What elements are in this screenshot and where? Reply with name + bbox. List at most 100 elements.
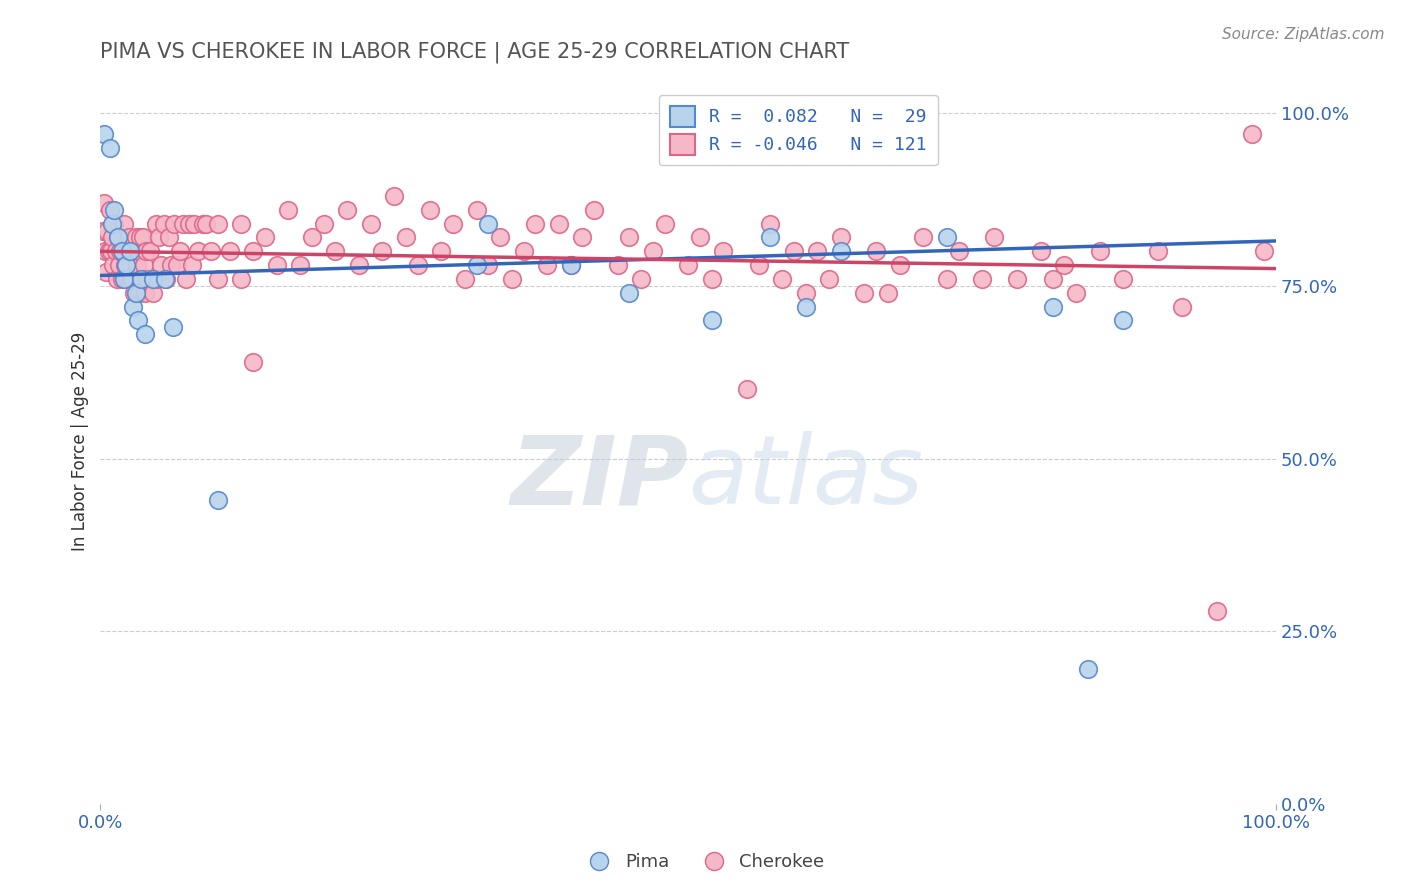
Point [935,230,957,244]
Text: PIMA VS CHEROKEE IN LABOR FORCE | AGE 25-29 CORRELATION CHART: PIMA VS CHEROKEE IN LABOR FORCE | AGE 25… [100,42,849,63]
Point [1147,244,1170,259]
Point [125,258,148,272]
Point [360,217,382,231]
Point [1053,258,1076,272]
Point [290,258,312,272]
Point [430,244,453,259]
Point [97,244,120,259]
Point [91,223,114,237]
Point [207,272,229,286]
Point [654,217,676,231]
Point [325,244,347,259]
Point [96,223,118,237]
Point [912,230,935,244]
Point [107,230,129,244]
Point [117,230,139,244]
Point [735,383,758,397]
Point [853,285,876,300]
Point [131,272,153,286]
Point [115,258,138,272]
Point [160,258,183,272]
Point [93,127,115,141]
Point [98,202,121,217]
Point [207,493,229,508]
Point [347,258,370,272]
Point [700,313,723,327]
Legend: R =  0.082   N =  29, R = -0.046   N = 121: R = 0.082 N = 29, R = -0.046 N = 121 [659,95,938,166]
Point [124,285,146,300]
Point [150,258,173,272]
Point [110,244,132,259]
Point [571,230,593,244]
Point [146,272,169,286]
Point [477,258,499,272]
Point [1007,272,1029,286]
Point [112,217,135,231]
Point [970,272,993,286]
Point [166,258,188,272]
Point [129,230,152,244]
Point [231,217,253,231]
Point [1241,127,1264,141]
Point [759,230,782,244]
Point [948,244,970,259]
Point [676,258,699,272]
Point [770,272,793,286]
Point [124,285,146,300]
Point [619,230,641,244]
Point [312,217,335,231]
Point [382,189,405,203]
Point [818,272,841,286]
Point [630,272,652,286]
Point [94,244,117,259]
Point [1077,662,1099,676]
Point [759,217,782,231]
Point [134,327,156,342]
Point [101,230,124,244]
Point [195,217,218,231]
Point [103,202,125,217]
Text: ZIP: ZIP [510,431,688,524]
Text: Source: ZipAtlas.com: Source: ZipAtlas.com [1222,27,1385,42]
Point [689,230,711,244]
Point [200,244,222,259]
Point [118,244,141,259]
Point [477,217,499,231]
Point [794,300,817,314]
Point [1042,272,1064,286]
Point [1112,313,1135,327]
Point [142,272,165,286]
Point [1042,300,1064,314]
Point [406,258,429,272]
Point [134,285,156,300]
Point [128,285,150,300]
Point [103,258,125,272]
Point [830,244,852,259]
Point [177,217,200,231]
Point [242,355,264,369]
Point [148,230,170,244]
Point [277,202,299,217]
Point [131,230,153,244]
Point [98,141,121,155]
Point [112,272,135,286]
Y-axis label: In Labor Force | Age 25-29: In Labor Force | Age 25-29 [72,332,89,551]
Point [183,217,205,231]
Point [301,230,323,244]
Point [191,217,214,231]
Point [131,272,153,286]
Point [560,258,582,272]
Point [877,285,900,300]
Text: atlas: atlas [688,431,924,524]
Point [806,244,828,259]
Point [935,272,957,286]
Point [132,258,155,272]
Point [441,217,464,231]
Point [103,217,125,231]
Point [336,202,359,217]
Point [114,258,136,272]
Point [794,285,817,300]
Point [153,272,176,286]
Point [641,244,664,259]
Point [174,272,197,286]
